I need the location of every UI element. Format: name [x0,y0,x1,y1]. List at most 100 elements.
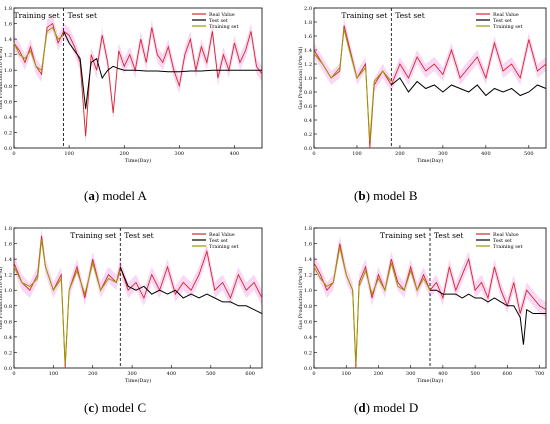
y-tick-label: 0.4 [304,118,312,124]
x-tick-label: 700 [535,371,545,377]
y-tick-label: 1.0 [304,76,312,82]
series-line [430,289,546,345]
legend-label: Test set [493,18,512,24]
chart-panel-3: 0.0 0.2 0.4 0.6 0.8 1.0 1.2 1.4 1.6 1.8 0 100 200 300… [0,226,263,384]
y-axis-label: Gas Production(10⁴m³/d) [0,267,4,330]
x-tick-label: 600 [503,371,513,377]
y-tick-label: 1.4 [304,257,312,263]
y-tick-label: 0.0 [4,146,12,152]
y-tick-label: 1.2 [304,62,312,68]
legend-label: Real Value [209,12,235,18]
training-region-label: Training set [14,11,60,20]
x-tick-label: 0 [12,371,15,377]
y-tick-label: 1.8 [304,226,312,232]
y-tick-label: 1.2 [4,273,12,279]
chart-panel-4: 0.0 0.2 0.4 0.6 0.8 1.0 1.2 1.4 1.6 1.8 0 100 200 300… [297,226,547,384]
x-tick-label: 200 [119,151,129,157]
x-tick-label: 100 [352,151,362,157]
x-tick-label: 100 [49,371,59,377]
caption-a: (a) model A [84,188,147,203]
caption-c: (c) model C [84,400,147,415]
x-tick-label: 400 [230,151,240,157]
x-tick-label: 500 [206,371,216,377]
x-tick-label: 300 [438,151,448,157]
legend-label: Test set [209,238,228,244]
legend-label: Training set [493,24,522,30]
legend-label: Real Value [209,232,235,238]
y-tick-label: 0.2 [304,350,312,356]
legend-label: Training set [493,244,522,250]
x-tick-label: 500 [470,371,480,377]
y-tick-label: 0.0 [4,366,12,372]
y-tick-label: 0.6 [304,104,312,110]
training-region-label: Training set [380,231,426,240]
x-axis-label: Time(Day) [125,377,151,384]
x-tick-label: 200 [395,151,405,157]
y-tick-label: 1.0 [4,288,12,294]
legend-label: Training set [209,24,238,30]
test-region-label: Test set [434,231,463,240]
legend-label: Test set [493,238,512,244]
x-axis-label: Time(Day) [125,157,151,164]
y-tick-label: 1.4 [304,48,312,54]
y-tick-label: 0.8 [304,304,312,310]
y-tick-label: 0.6 [4,319,12,325]
y-tick-label: 1.8 [304,20,312,26]
y-tick-label: 0.6 [304,319,312,325]
x-tick-label: 400 [481,151,491,157]
y-axis-label: Gas Production(10⁴m³/d) [0,47,4,110]
x-tick-label: 0 [312,151,315,157]
confidence-band [314,18,546,148]
x-tick-label: 100 [64,151,74,157]
y-tick-label: 1.8 [4,6,12,12]
y-tick-label: 1.4 [4,257,12,263]
training-region-label: Training set [70,231,116,240]
series-line [313,28,392,142]
x-tick-label: 0 [312,371,315,377]
y-tick-label: 1.4 [4,37,12,43]
series-line [391,77,547,97]
confidence-band [14,228,262,368]
x-tick-label: 100 [341,371,351,377]
series-line [13,239,121,365]
x-tick-label: 200 [374,371,384,377]
x-tick-label: 200 [88,371,98,377]
legend-label: Real Value [493,232,519,238]
y-tick-label: 1.2 [4,53,12,59]
y-tick-label: 0.4 [4,115,12,121]
caption-b: (b) model B [354,188,418,203]
series-line [13,22,263,137]
y-tick-label: 0.2 [4,130,12,136]
series-line [13,26,64,72]
series-line [63,31,262,110]
training-region-label: Training set [341,11,387,20]
series-line [313,25,547,149]
y-tick-label: 0.0 [304,366,312,372]
x-tick-label: 600 [245,371,255,377]
x-tick-label: 300 [175,151,185,157]
legend-label: Test set [209,18,228,24]
series-line [119,266,263,315]
test-region-label: Test set [124,231,153,240]
y-tick-label: 1.8 [4,226,12,232]
x-tick-label: 400 [167,371,177,377]
legend-label: Training set [209,244,238,250]
x-tick-label: 300 [127,371,137,377]
x-tick-label: 300 [406,371,416,377]
y-tick-label: 0.2 [304,132,312,138]
x-axis-label: Time(Day) [417,377,443,384]
y-tick-label: 0.0 [304,146,312,152]
x-axis-label: Time(Day) [417,157,443,164]
caption-d: (d) model D [354,400,419,415]
y-tick-label: 1.6 [4,22,12,28]
y-tick-label: 2.0 [304,6,312,12]
y-tick-label: 0.8 [4,84,12,90]
y-tick-label: 0.6 [4,99,12,105]
test-region-label: Test set [68,11,97,20]
y-tick-label: 1.0 [304,288,312,294]
x-tick-label: 400 [438,371,448,377]
y-tick-label: 0.4 [4,335,12,341]
y-tick-label: 1.6 [4,242,12,248]
